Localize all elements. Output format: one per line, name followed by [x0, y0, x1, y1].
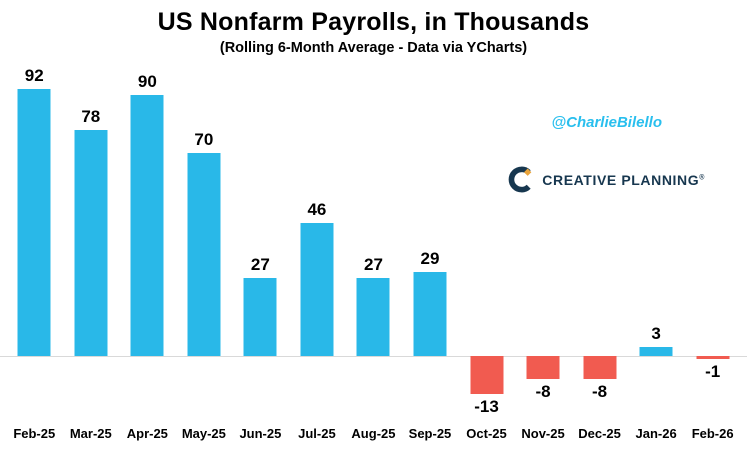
- x-axis-label: Nov-25: [521, 426, 565, 441]
- bar-value-label: 29: [420, 248, 440, 268]
- x-axis-label: Feb-25: [13, 426, 56, 441]
- bar-positive: [187, 153, 221, 356]
- creative-planning-logo-icon: [508, 166, 535, 193]
- registered-mark: ®: [699, 173, 705, 181]
- bar-positive: [413, 271, 447, 356]
- x-axis-label: Sep-25: [408, 426, 452, 441]
- bar-column: 92: [6, 60, 63, 418]
- x-axis-label: Jun-25: [239, 426, 282, 441]
- bar-column: -8: [571, 60, 628, 418]
- bar-column: 70: [176, 60, 233, 418]
- bar-column: 27: [232, 60, 289, 418]
- bar-value-label: 92: [24, 66, 44, 86]
- x-axis-label: May-25: [181, 426, 226, 441]
- bar-value-label: 3: [651, 324, 661, 344]
- bar-positive: [130, 95, 164, 356]
- bar-value-label: 46: [307, 199, 327, 219]
- bar-positive: [300, 222, 334, 356]
- bar-positive: [74, 129, 108, 356]
- bar-column: 78: [63, 60, 120, 418]
- x-axis-label: Dec-25: [578, 426, 621, 441]
- bar-positive: [639, 347, 673, 356]
- x-axis-label: Jan-26: [635, 426, 677, 441]
- bar-value-label: 70: [194, 130, 214, 149]
- bar-negative: [470, 356, 504, 394]
- bar-positive: [17, 89, 51, 356]
- bar-column: -13: [458, 60, 515, 418]
- watermark-handle: @CharlieBilello: [551, 114, 663, 131]
- chart-subtitle: (Rolling 6-Month Average - Data via YCha…: [219, 40, 528, 56]
- bar-value-label: -8: [592, 382, 608, 402]
- bar-value-label: 78: [81, 106, 101, 126]
- bar-column: 27: [345, 60, 402, 418]
- bar-positive: [356, 277, 390, 356]
- plot-area: 92 78 90 70 27 46 27 29 -13 -8 -8 3 -1: [0, 60, 747, 418]
- x-axis-label: Feb-26: [691, 426, 734, 441]
- bar-value-label: -8: [535, 382, 551, 402]
- bar-column: 90: [119, 60, 176, 418]
- bar-negative: [526, 356, 560, 380]
- chart-title: US Nonfarm Payrolls, in Thousands: [157, 8, 590, 36]
- x-axis-labels: Feb-25 Mar-25 Apr-25 May-25 Jun-25 Jul-25 Aug-…: [0, 426, 747, 441]
- bar-negative: [583, 356, 617, 380]
- x-axis-label: Aug-25: [351, 426, 396, 441]
- bar-value-label: 27: [250, 254, 270, 274]
- bar-value-label: 90: [137, 72, 157, 91]
- bar-value-label: 27: [363, 254, 383, 274]
- bar-value-label: -1: [705, 361, 721, 381]
- bar-column: 29: [402, 60, 459, 418]
- creative-planning-logo-text: CREATIVE PLANNING®: [542, 171, 705, 188]
- bar-positive: [243, 277, 277, 356]
- bar-column: 46: [289, 60, 346, 418]
- bar-column: 3: [628, 60, 685, 418]
- x-axis-label: Jul-25: [298, 426, 336, 441]
- bar-column: -8: [515, 60, 572, 418]
- bar-value-label: -13: [474, 396, 499, 416]
- bar-column: -1: [684, 60, 741, 418]
- x-axis-label: Apr-25: [126, 426, 168, 441]
- zero-axis-line: [0, 356, 747, 357]
- x-axis-label: Oct-25: [466, 426, 507, 441]
- creative-planning-logo: CREATIVE PLANNING®: [508, 166, 705, 193]
- x-axis-label: Mar-25: [69, 426, 112, 441]
- bar-negative: [696, 356, 730, 359]
